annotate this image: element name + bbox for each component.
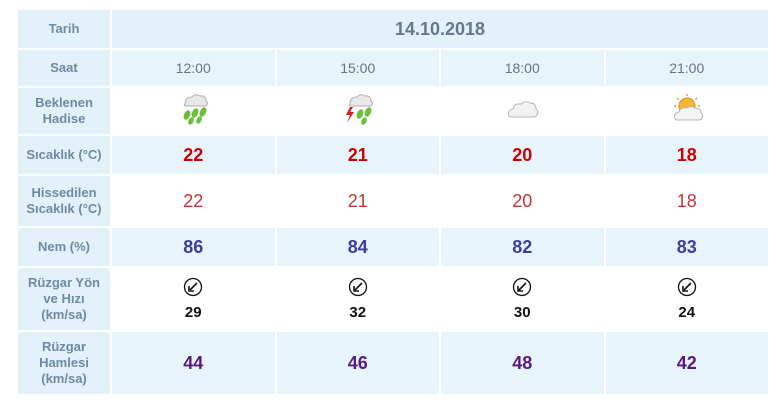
feel-value: 22	[112, 176, 275, 226]
temp-row: Sıcaklık (°C) 22 21 20 18	[18, 136, 768, 174]
gust-label: Rüzgar Hamlesi (km/sa)	[18, 332, 110, 394]
time-row: Saat 12:00 15:00 18:00 21:00	[18, 50, 768, 86]
humidity-value: 83	[605, 228, 768, 266]
gust-value: 42	[605, 332, 768, 394]
temp-value: 18	[605, 136, 768, 174]
wind-speed-value: 30	[513, 304, 531, 321]
wind-label-line3: (km/sa)	[41, 307, 87, 322]
feel-label-line1: Hissedilen	[31, 185, 97, 200]
feel-value: 21	[276, 176, 439, 226]
wind-label-line1: Rüzgar Yön	[28, 275, 100, 290]
feel-label: Hissedilen Sıcaklık (°C)	[18, 176, 110, 226]
gust-label-line2: Hamlesi	[39, 355, 89, 370]
arrow-southwest-icon	[348, 277, 368, 297]
gust-label-line3: (km/sa)	[41, 371, 87, 386]
event-label-line2: Hadise	[42, 111, 86, 126]
feel-label-line2: Sıcaklık (°C)	[26, 201, 102, 216]
time-label: Saat	[18, 50, 110, 86]
temp-label: Sıcaklık (°C)	[18, 136, 110, 174]
date-value: 14.10.2018	[112, 10, 768, 48]
humidity-value: 86	[112, 228, 275, 266]
gust-row: Rüzgar Hamlesi (km/sa) 44 46 48 42	[18, 332, 768, 394]
temp-value: 20	[441, 136, 604, 174]
feel-row: Hissedilen Sıcaklık (°C) 22 21 20 18	[18, 176, 768, 226]
humidity-label: Nem (%)	[18, 228, 110, 266]
arrow-southwest-icon	[183, 277, 203, 297]
rain-icon	[175, 92, 211, 131]
wind-speed-value: 32	[349, 304, 367, 321]
temp-value: 21	[276, 136, 439, 174]
time-cell: 21:00	[605, 50, 768, 86]
arrow-southwest-icon	[677, 277, 697, 297]
date-label: Tarih	[18, 10, 110, 48]
wind-label-line2: ve Hızı	[43, 291, 85, 306]
humidity-row: Nem (%) 86 84 82 83	[18, 228, 768, 266]
date-row: Tarih 14.10.2018	[18, 10, 768, 48]
humidity-value: 84	[276, 228, 439, 266]
gust-value: 44	[112, 332, 275, 394]
partly-cloudy-icon	[669, 93, 705, 130]
arrow-southwest-icon	[512, 277, 532, 297]
thunderstorm-rain-icon	[340, 92, 376, 131]
feel-value: 20	[441, 176, 604, 226]
time-cell: 15:00	[276, 50, 439, 86]
event-label: Beklenen Hadise	[18, 88, 110, 134]
time-cell: 12:00	[112, 50, 275, 86]
wind-row: Rüzgar Yön ve Hızı (km/sa) 29 32 30	[18, 268, 768, 330]
time-cell: 18:00	[441, 50, 604, 86]
event-row: Beklenen Hadise	[18, 88, 768, 134]
cloudy-icon	[504, 94, 540, 129]
gust-value: 48	[441, 332, 604, 394]
wind-label: Rüzgar Yön ve Hızı (km/sa)	[18, 268, 110, 330]
wind-speed-value: 29	[184, 304, 202, 321]
humidity-value: 82	[441, 228, 604, 266]
wind-speed-value: 24	[678, 304, 696, 321]
forecast-table: Tarih 14.10.2018 Saat 12:00 15:00 18:00 …	[16, 8, 770, 396]
temp-value: 22	[112, 136, 275, 174]
gust-value: 46	[276, 332, 439, 394]
feel-value: 18	[605, 176, 768, 226]
gust-label-line1: Rüzgar	[41, 339, 87, 354]
event-label-line1: Beklenen	[35, 95, 93, 110]
